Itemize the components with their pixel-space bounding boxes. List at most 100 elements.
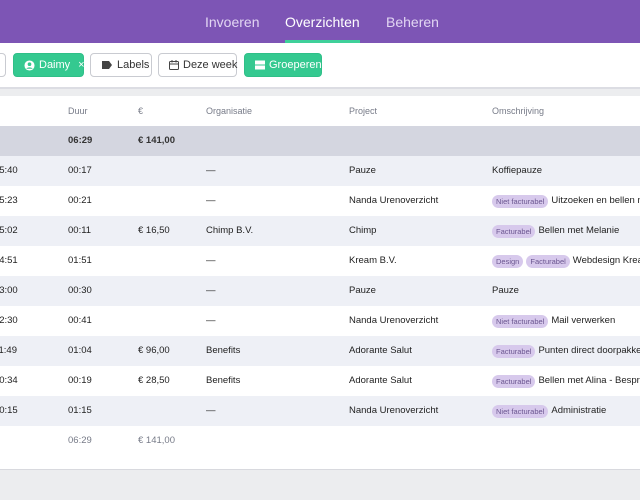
entry-time-range: – 12:30 <box>0 315 18 326</box>
table-row[interactable]: – 13:00 00:30 — Pauze Pauze <box>0 276 640 306</box>
page-footer <box>0 470 640 500</box>
label-badge: Facturabel <box>492 374 536 388</box>
entry-description-cell: Facturabel Bellen met Alina - Bespre <box>492 366 640 396</box>
entry-organization: Benefits <box>206 375 241 386</box>
tab-beheren[interactable]: Beheren <box>386 14 439 30</box>
entry-description-cell: Facturabel Bellen met Melanie <box>492 216 619 246</box>
table-row[interactable]: – 15:40 00:17 — Pauze Koffiepauze <box>0 156 640 186</box>
entry-time-range: – 10:34 <box>0 375 18 386</box>
column-header-project[interactable]: Project <box>349 106 378 116</box>
entry-description: Koffiepauze <box>492 165 543 176</box>
group-icon <box>255 59 265 71</box>
entry-description: Pauze <box>492 285 519 296</box>
entry-project: Pauze <box>349 285 376 296</box>
entry-time-range: – 13:00 <box>0 285 18 296</box>
table-header: Duur € Organisatie Project Omschrijving <box>0 96 640 126</box>
entry-organization: — <box>206 195 216 206</box>
label-badge: Facturabel <box>492 344 536 358</box>
table-row[interactable]: – 11:49 01:04 € 96,00 Benefits Adorante Salu… <box>0 336 640 366</box>
entry-project: Nanda Urenoverzicht <box>349 315 439 326</box>
table-row[interactable]: – 15:23 00:21 — Nanda Urenoverzicht Niet fac… <box>0 186 640 216</box>
tab-invoeren[interactable]: Invoeren <box>205 14 260 30</box>
summary-amount: € 141,00 <box>138 135 175 146</box>
total-duration: 06:29 <box>68 435 92 446</box>
entry-amount: € 96,00 <box>138 345 170 356</box>
time-entries-table: Duur € Organisatie Project Omschrijving … <box>0 96 640 456</box>
entry-description: Bellen met Melanie <box>538 225 620 236</box>
entry-duration: 00:11 <box>68 225 92 236</box>
entry-description: Punten direct doorpakke <box>538 345 640 356</box>
column-header-description[interactable]: Omschrijving <box>492 106 545 116</box>
entry-description: Mail verwerken <box>551 315 616 326</box>
group-button-label: Groeperen <box>269 59 322 71</box>
user-icon <box>24 59 35 71</box>
label-badge: Niet facturabel <box>492 194 549 208</box>
column-header-amount[interactable]: € <box>138 106 144 116</box>
top-navigation: Invoeren Overzichten Beheren <box>0 0 640 43</box>
entry-organization: — <box>206 405 216 416</box>
entry-duration: 01:51 <box>68 255 92 266</box>
entry-duration: 00:19 <box>68 375 92 386</box>
totals-row: 06:29 € 141,00 <box>0 426 640 456</box>
entry-duration: 00:21 <box>68 195 92 206</box>
user-filter-chip[interactable]: Daimy × <box>13 53 85 77</box>
total-amount: € 141,00 <box>138 435 175 446</box>
entry-time-range: – 15:40 <box>0 165 18 176</box>
table-scrollbar-area[interactable] <box>0 456 640 470</box>
entry-time-range: – 15:02 <box>0 225 18 236</box>
entry-description-cell: Pauze <box>492 276 519 306</box>
column-header-organization[interactable]: Organisatie <box>206 106 253 116</box>
entry-amount: € 16,50 <box>138 225 170 236</box>
calendar-icon <box>169 59 179 71</box>
entry-duration: 00:17 <box>68 165 92 176</box>
group-button[interactable]: Groeperen <box>244 53 322 77</box>
labels-button[interactable]: Labels <box>90 53 152 77</box>
user-filter-label: Daimy <box>39 59 71 71</box>
entry-duration: 01:04 <box>68 345 92 356</box>
date-range-label: Deze week <box>183 59 238 71</box>
remove-filter-icon[interactable]: × <box>78 59 85 71</box>
date-range-button[interactable]: Deze week <box>158 53 237 77</box>
entry-duration: 01:15 <box>68 405 92 416</box>
table-row[interactable]: – 12:30 00:41 — Nanda Urenoverzicht Niet fac… <box>0 306 640 336</box>
entry-project: Adorante Salut <box>349 345 412 356</box>
entry-organization: — <box>206 285 216 296</box>
entry-description: Webdesign Krea <box>572 255 640 266</box>
entry-time-range: – 11:49 <box>0 345 17 356</box>
entry-project: Nanda Urenoverzicht <box>349 195 439 206</box>
entry-description-cell: Design Facturabel Webdesign Krea <box>492 246 640 276</box>
entry-description-cell: Facturabel Punten direct doorpakke <box>492 336 640 366</box>
table-row[interactable]: – 10:34 00:19 € 28,50 Benefits Adorante Salu… <box>0 366 640 396</box>
table-row[interactable]: – 15:02 00:11 € 16,50 Chimp B.V. Chimp Factur… <box>0 216 640 246</box>
label-badge: Facturabel <box>492 224 536 238</box>
label-badge: Facturabel <box>526 254 570 268</box>
label-badge: Niet facturabel <box>492 404 549 418</box>
entry-description-cell: Niet facturabel Uitzoeken en bellen n <box>492 186 640 216</box>
column-header-duration[interactable]: Duur <box>68 106 88 116</box>
entry-organization: — <box>206 315 216 326</box>
entry-duration: 00:41 <box>68 315 92 326</box>
entry-description: Administratie <box>551 405 607 416</box>
table-row[interactable]: – 10:15 01:15 — Nanda Urenoverzicht Niet fac… <box>0 396 640 426</box>
entry-description-cell: Koffiepauze <box>492 156 542 186</box>
tag-icon <box>101 59 113 71</box>
tab-overzichten[interactable]: Overzichten <box>285 0 360 43</box>
entry-organization: Benefits <box>206 345 241 356</box>
summary-duration: 06:29 <box>68 135 93 146</box>
entry-amount: € 28,50 <box>138 375 170 386</box>
filter-toolbar: Daimy × Labels Deze week Groeperen <box>0 43 640 89</box>
table-row[interactable]: – 14:51 01:51 — Kream B.V. DesignFacturabelW… <box>0 246 640 276</box>
entry-time-range: – 15:23 <box>0 195 18 206</box>
entry-time-range: – 10:15 <box>0 405 18 416</box>
previous-filter-button[interactable] <box>0 53 6 77</box>
entry-project: Nanda Urenoverzicht <box>349 405 439 416</box>
entry-organization: Chimp B.V. <box>206 225 254 236</box>
entry-duration: 00:30 <box>68 285 92 296</box>
entry-description: Bellen met Alina - Bespre <box>538 375 640 386</box>
label-badge: Niet facturabel <box>492 314 549 328</box>
entry-project: Adorante Salut <box>349 375 412 386</box>
entry-organization: — <box>206 165 216 176</box>
entry-project: Pauze <box>349 165 376 176</box>
entry-description-cell: Niet facturabel Mail verwerken <box>492 306 615 336</box>
entry-description-cell: Niet facturabel Administratie <box>492 396 606 426</box>
